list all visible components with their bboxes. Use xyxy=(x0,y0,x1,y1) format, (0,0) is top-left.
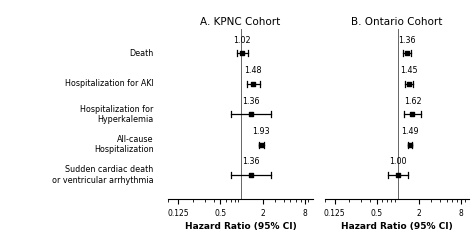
Point xyxy=(247,112,255,116)
Point xyxy=(258,143,265,147)
Text: Hospitalization for
Hyperkalemia: Hospitalization for Hyperkalemia xyxy=(80,104,154,124)
X-axis label: Hazard Ratio (95% CI): Hazard Ratio (95% CI) xyxy=(185,222,297,231)
Text: Hospitalization for AKI: Hospitalization for AKI xyxy=(65,79,154,88)
Title: B. Ontario Cohort: B. Ontario Cohort xyxy=(351,17,443,27)
Point xyxy=(250,82,257,86)
Point xyxy=(409,112,416,116)
Text: 1.93: 1.93 xyxy=(253,127,270,136)
Text: All-cause
Hospitalization: All-cause Hospitalization xyxy=(94,135,154,154)
Text: 1.02: 1.02 xyxy=(233,36,251,45)
Point xyxy=(238,52,246,55)
Point xyxy=(247,173,255,177)
Point xyxy=(403,52,411,55)
Text: 1.62: 1.62 xyxy=(404,97,421,106)
Text: 1.45: 1.45 xyxy=(401,66,418,75)
Text: 1.49: 1.49 xyxy=(401,127,419,136)
Text: 1.36: 1.36 xyxy=(242,157,260,166)
Point xyxy=(405,82,413,86)
Text: 1.48: 1.48 xyxy=(245,66,262,75)
X-axis label: Hazard Ratio (95% CI): Hazard Ratio (95% CI) xyxy=(341,222,453,231)
Title: A. KPNC Cohort: A. KPNC Cohort xyxy=(201,17,281,27)
Point xyxy=(394,173,401,177)
Text: Death: Death xyxy=(129,49,154,58)
Text: Sudden cardiac death
or ventricular arrhythmia: Sudden cardiac death or ventricular arrh… xyxy=(52,165,154,185)
Text: 1.36: 1.36 xyxy=(242,97,260,106)
Point xyxy=(406,143,414,147)
Text: 1.00: 1.00 xyxy=(389,157,407,166)
Text: 1.36: 1.36 xyxy=(399,36,416,45)
